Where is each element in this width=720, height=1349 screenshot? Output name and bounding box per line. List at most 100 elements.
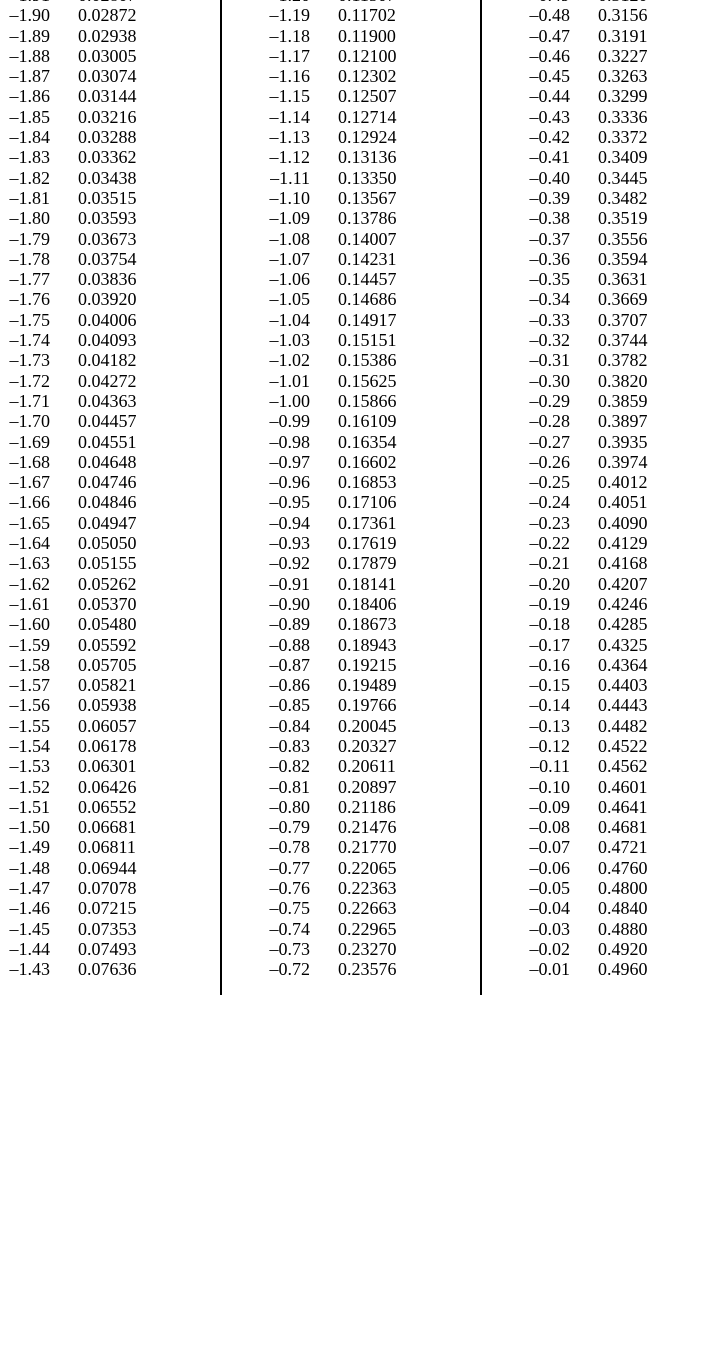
- phi-value: 0.4721: [570, 837, 698, 857]
- table-row: –1.570.05821: [0, 675, 178, 695]
- z-value: –0.98: [240, 432, 310, 452]
- table-row: –0.170.4325: [500, 635, 698, 655]
- phi-value: 0.15625: [310, 371, 438, 391]
- table-row: –0.730.23270: [240, 939, 438, 959]
- table-row: –1.590.05592: [0, 635, 178, 655]
- table-row: –1.100.13567: [240, 188, 438, 208]
- z-value: –1.60: [0, 614, 50, 634]
- table-row: –1.890.02938: [0, 26, 178, 46]
- table-row: –1.040.14917: [240, 310, 438, 330]
- table-row: –1.430.07636: [0, 959, 178, 979]
- column-separator-2: [480, 0, 482, 995]
- z-value: –1.06: [240, 269, 310, 289]
- z-value: –1.53: [0, 756, 50, 776]
- table-row: –0.480.3156: [500, 5, 698, 25]
- phi-value: 0.18406: [310, 594, 438, 614]
- z-value: –0.02: [500, 939, 570, 959]
- table-row: –0.160.4364: [500, 655, 698, 675]
- z-value: –1.00: [240, 391, 310, 411]
- phi-value: 0.11702: [310, 5, 438, 25]
- table-row: –0.380.3519: [500, 208, 698, 228]
- table-row: –0.440.3299: [500, 86, 698, 106]
- z-value: –0.15: [500, 675, 570, 695]
- z-value: –1.18: [240, 26, 310, 46]
- phi-value: 0.18943: [310, 635, 438, 655]
- phi-value: 0.03673: [50, 229, 178, 249]
- table-row: –0.430.3336: [500, 107, 698, 127]
- table-row: –1.800.03593: [0, 208, 178, 228]
- table-row: –0.760.22363: [240, 878, 438, 898]
- table-row: –0.960.16853: [240, 472, 438, 492]
- z-value: –1.65: [0, 513, 50, 533]
- table-row: –1.600.05480: [0, 614, 178, 634]
- phi-value: 0.23270: [310, 939, 438, 959]
- phi-value: 0.06811: [50, 837, 178, 857]
- table-row: –1.580.05705: [0, 655, 178, 675]
- z-value: –1.73: [0, 350, 50, 370]
- table-row: –1.670.04746: [0, 472, 178, 492]
- table-row: –1.650.04947: [0, 513, 178, 533]
- phi-value: 0.19489: [310, 675, 438, 695]
- z-value: –0.08: [500, 817, 570, 837]
- z-value: –1.76: [0, 289, 50, 309]
- phi-value: 0.23576: [310, 959, 438, 979]
- phi-value: 0.06552: [50, 797, 178, 817]
- table-row: –1.540.06178: [0, 736, 178, 756]
- table-row: –0.930.17619: [240, 533, 438, 553]
- z-value: –1.13: [240, 127, 310, 147]
- phi-value: 0.4920: [570, 939, 698, 959]
- phi-value: 0.3707: [570, 310, 698, 330]
- table-row: –1.660.04846: [0, 492, 178, 512]
- table-row: –0.220.4129: [500, 533, 698, 553]
- phi-value: 0.3556: [570, 229, 698, 249]
- phi-value: 0.12924: [310, 127, 438, 147]
- z-value: –0.36: [500, 249, 570, 269]
- phi-value: 0.04551: [50, 432, 178, 452]
- phi-value: 0.16853: [310, 472, 438, 492]
- phi-value: 0.3409: [570, 147, 698, 167]
- table-row: –1.610.05370: [0, 594, 178, 614]
- table-row: –1.510.06552: [0, 797, 178, 817]
- table-row: –0.970.16602: [240, 452, 438, 472]
- phi-value: 0.15386: [310, 350, 438, 370]
- phi-value: 0.04457: [50, 411, 178, 431]
- phi-value: 0.22065: [310, 858, 438, 878]
- phi-value: 0.14007: [310, 229, 438, 249]
- table-row: –1.690.04551: [0, 432, 178, 452]
- z-value: –0.09: [500, 797, 570, 817]
- phi-value: 0.04093: [50, 330, 178, 350]
- table-row: –1.630.05155: [0, 553, 178, 573]
- z-value: –1.62: [0, 574, 50, 594]
- phi-value: 0.16109: [310, 411, 438, 431]
- phi-value: 0.18673: [310, 614, 438, 634]
- z-value: –0.32: [500, 330, 570, 350]
- phi-value: 0.4325: [570, 635, 698, 655]
- phi-value: 0.03005: [50, 46, 178, 66]
- table-row: –0.040.4840: [500, 898, 698, 918]
- z-value: –0.14: [500, 695, 570, 715]
- z-value: –1.64: [0, 533, 50, 553]
- table-row: –0.870.19215: [240, 655, 438, 675]
- phi-value: 0.3935: [570, 432, 698, 452]
- phi-value: 0.03515: [50, 188, 178, 208]
- phi-value: 0.03216: [50, 107, 178, 127]
- column-group-1: –1.910.02807–1.900.02872–1.890.02938–1.8…: [0, 0, 178, 980]
- z-value: –0.73: [240, 939, 310, 959]
- phi-value: 0.04363: [50, 391, 178, 411]
- z-value: –0.13: [500, 716, 570, 736]
- table-row: –1.440.07493: [0, 939, 178, 959]
- phi-value: 0.18141: [310, 574, 438, 594]
- table-row: –0.880.18943: [240, 635, 438, 655]
- z-value: –0.20: [500, 574, 570, 594]
- z-value: –1.57: [0, 675, 50, 695]
- phi-value: 0.4207: [570, 574, 698, 594]
- phi-value: 0.06681: [50, 817, 178, 837]
- page: –1.910.02807–1.900.02872–1.890.02938–1.8…: [0, 0, 720, 1349]
- phi-value: 0.3519: [570, 208, 698, 228]
- table-row: –0.310.3782: [500, 350, 698, 370]
- phi-value: 0.13567: [310, 188, 438, 208]
- table-row: –0.770.22065: [240, 858, 438, 878]
- z-value: –0.33: [500, 310, 570, 330]
- table-row: –1.150.12507: [240, 86, 438, 106]
- phi-value: 0.04272: [50, 371, 178, 391]
